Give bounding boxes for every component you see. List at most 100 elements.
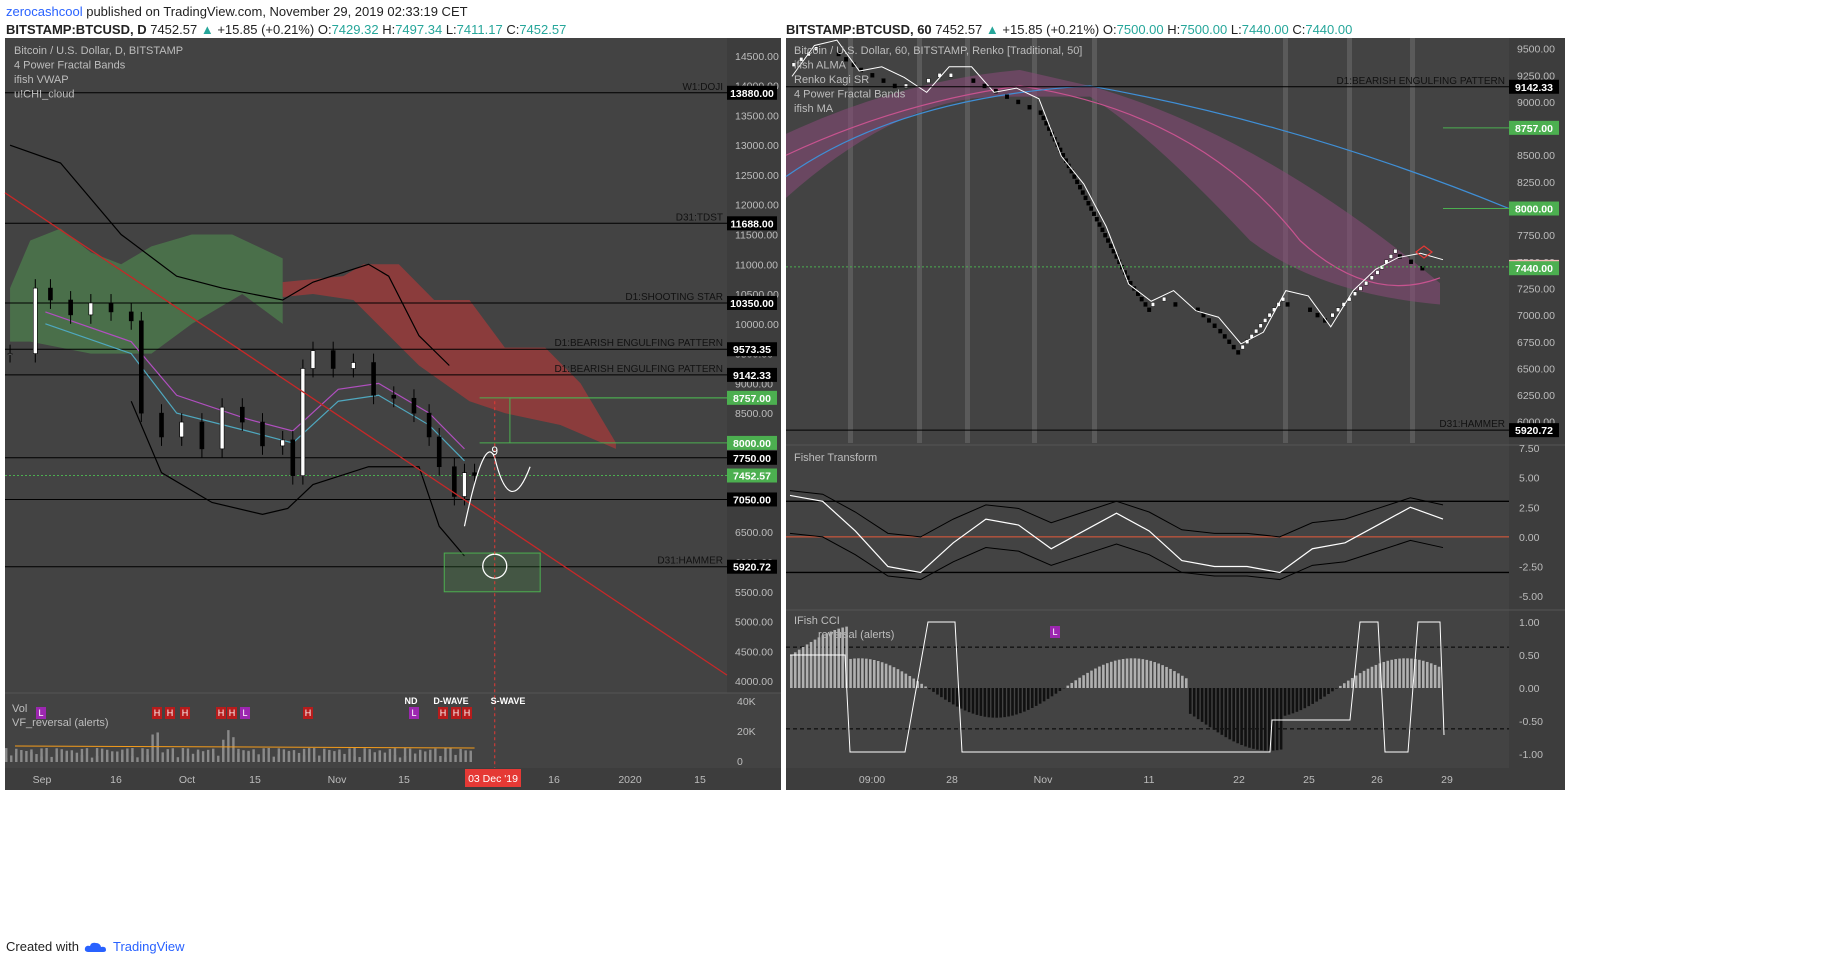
cci-bar: [1141, 659, 1145, 688]
left-ohlc-line: BITSTAMP:BTCUSD, D 7452.57 ▲ +15.85 (+0.…: [6, 22, 567, 37]
cci-bar: [1327, 688, 1330, 694]
volume-bar: [136, 757, 139, 762]
tradingview-brand[interactable]: TradingView: [112, 939, 185, 954]
time-tick: Oct: [179, 774, 195, 786]
time-tick: 16: [548, 774, 560, 786]
cci-signal-line: [790, 621, 1445, 753]
right-price-tick: 8250.00: [1517, 177, 1555, 189]
cci-bar: [809, 641, 813, 688]
candle-body: [219, 406, 225, 450]
renko-brick: [1016, 99, 1021, 105]
cci-bar: [1264, 688, 1267, 751]
cci-bar: [1177, 673, 1180, 688]
cci-bar: [1149, 660, 1153, 688]
cci-bar: [944, 688, 947, 700]
cci-bar: [1315, 688, 1318, 702]
volume-bar: [217, 755, 220, 762]
volume-bar: [444, 757, 447, 762]
volume-bar: [257, 754, 260, 762]
level-price-tag-text: 5920.72: [733, 562, 771, 574]
time-tick: 16: [110, 774, 122, 786]
right-legend-item: Renko Kagi SR: [794, 74, 869, 86]
session-stripe: [1092, 38, 1097, 443]
cci-bar: [1094, 668, 1097, 688]
renko-brick: [1080, 190, 1085, 195]
volume-bar: [80, 755, 84, 762]
renko-brick: [1089, 206, 1094, 211]
cci-bar: [1212, 688, 1216, 730]
level-label: D31:TDST: [676, 212, 723, 223]
right-time-tick: 22: [1233, 774, 1245, 786]
renko-brick: [1227, 339, 1232, 344]
cci-bar: [797, 649, 801, 688]
volume-bar: [252, 749, 255, 762]
cci-tick: 1.00: [1519, 617, 1540, 629]
right-price-tag: [1509, 201, 1559, 216]
volume-bar: [424, 751, 427, 762]
cci-bar: [817, 637, 821, 688]
cci-bar: [821, 635, 825, 688]
cci-bar: [908, 676, 912, 688]
cci-bar: [1082, 675, 1085, 688]
left-legend-item: u!CHI_cloud: [14, 89, 75, 101]
volume-bar: [166, 749, 169, 762]
level-price-tag-text: 11688.00: [730, 218, 773, 230]
volume-bar: [348, 748, 351, 762]
volume-ma: [14, 745, 475, 749]
left-price-tick: 6500.00: [735, 527, 773, 539]
renko-brick: [836, 51, 841, 57]
volume-bar: [343, 753, 346, 762]
cci-bar: [1422, 660, 1425, 688]
vf-marker-text: L: [38, 708, 43, 718]
author-username[interactable]: zerocashcool: [6, 4, 83, 19]
cci-bar: [1102, 664, 1105, 688]
cci-bar: [955, 688, 959, 707]
level-price-tag-text: 9573.35: [733, 344, 771, 356]
cci-bar: [1260, 688, 1263, 751]
renko-brick: [1078, 185, 1082, 190]
renko-brick: [1173, 302, 1178, 307]
red-trendline: [4, 192, 728, 676]
time-tick: Nov: [328, 774, 347, 786]
footer: Created with TradingView: [6, 939, 185, 954]
level-price-tag-text: 10350.00: [730, 298, 774, 310]
cci-bar: [805, 644, 809, 688]
cci-bar: [1362, 670, 1366, 688]
cci-bar: [1287, 688, 1291, 715]
renko-brick: [1240, 344, 1245, 350]
volume-bar: [333, 751, 336, 762]
level-label: W1:DOJI: [682, 82, 723, 93]
right-symbol: BITSTAMP:BTCUSD, 60: [786, 22, 932, 37]
right-price-tag-text: 8757.00: [1515, 123, 1553, 135]
volume-bar: [469, 752, 472, 762]
volume-bar: [60, 749, 63, 762]
candle-body: [391, 394, 397, 399]
left-price-tick: 13500.00: [735, 110, 779, 122]
cci-bar: [1343, 683, 1346, 688]
volume-bar: [171, 748, 175, 762]
cci-bar: [1433, 664, 1437, 688]
cci-bar: [1339, 685, 1342, 688]
cci-bar: [987, 688, 991, 718]
renko-brick: [1336, 307, 1341, 312]
renko-brick: [1393, 248, 1398, 254]
vf-marker: [303, 707, 313, 719]
fractal-band-lower: [130, 400, 465, 557]
renko-brick: [904, 83, 908, 89]
wave-label: D-WAVE: [433, 696, 468, 706]
cci-bar: [928, 688, 931, 690]
volume-bar: [312, 748, 316, 762]
renko-brick: [1106, 238, 1110, 243]
cci-bar: [1402, 658, 1405, 688]
right-price-tick: 9500.00: [1517, 44, 1555, 56]
renko-brick: [1364, 280, 1369, 286]
left-price-tick: 11500.00: [735, 230, 778, 242]
left-price-tick: 13000.00: [735, 140, 779, 152]
candle-body: [199, 421, 205, 450]
level-price-tag-text: 7452.57: [733, 471, 771, 483]
cci-bar: [1275, 688, 1279, 751]
volume-bar: [105, 749, 109, 762]
cci-bar: [1019, 688, 1022, 714]
session-stripe: [917, 38, 922, 443]
